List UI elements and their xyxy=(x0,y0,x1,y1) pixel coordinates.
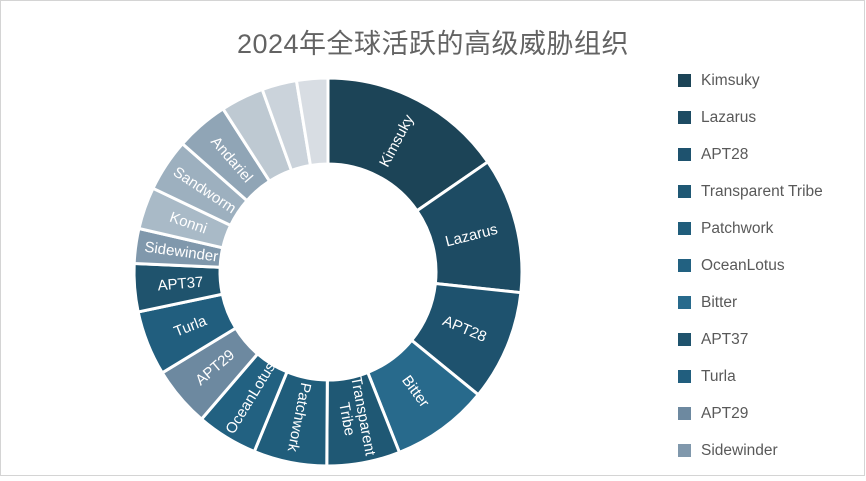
legend-item-apt29[interactable]: APT29 xyxy=(678,404,823,422)
legend-swatch-transparent-tribe xyxy=(678,185,691,198)
legend-label-lazarus: Lazarus xyxy=(701,108,757,126)
chart-legend: Kimsuky Lazarus APT28 Transparent Tribe Patc… xyxy=(678,71,823,481)
legend-item-transparent-tribe[interactable]: Transparent Tribe xyxy=(678,182,823,200)
legend-swatch-patchwork xyxy=(678,222,691,235)
legend-swatch-kimsuky xyxy=(678,74,691,87)
legend-item-apt37[interactable]: APT37 xyxy=(678,330,823,348)
legend-item-sidewinder[interactable]: Sidewinder xyxy=(678,441,823,459)
legend-item-kimsuky[interactable]: Kimsuky xyxy=(678,71,823,89)
legend-swatch-apt28 xyxy=(678,148,691,161)
legend-item-patchwork[interactable]: Patchwork xyxy=(678,219,823,237)
legend-swatch-turla xyxy=(678,370,691,383)
legend-label-sidewinder: Sidewinder xyxy=(701,441,778,459)
legend-item-bitter[interactable]: Bitter xyxy=(678,293,823,311)
slice-label-apt37: APT37 xyxy=(157,274,204,295)
chart-title: 2024年全球活跃的高级威胁组织 xyxy=(236,29,630,59)
donut-slice-unlabeled-17[interactable] xyxy=(294,76,330,168)
legend-label-transparent-tribe: Transparent Tribe xyxy=(701,182,823,200)
legend-swatch-lazarus xyxy=(678,111,691,124)
legend-label-apt28: APT28 xyxy=(701,145,749,163)
legend-item-turla[interactable]: Turla xyxy=(678,367,823,385)
legend-label-oceanlotus: OceanLotus xyxy=(701,256,785,274)
legend-swatch-oceanlotus xyxy=(678,259,691,272)
legend-label-apt29: APT29 xyxy=(701,404,749,422)
legend-label-kimsuky: Kimsuky xyxy=(701,71,760,89)
legend-label-apt37: APT37 xyxy=(701,330,749,348)
legend-swatch-apt29 xyxy=(678,407,691,420)
legend-swatch-sidewinder xyxy=(678,444,691,457)
legend-swatch-bitter xyxy=(678,296,691,309)
legend-label-turla: Turla xyxy=(701,367,736,385)
legend-item-apt28[interactable]: APT28 xyxy=(678,145,823,163)
legend-swatch-apt37 xyxy=(678,333,691,346)
legend-item-lazarus[interactable]: Lazarus xyxy=(678,108,823,126)
legend-label-patchwork: Patchwork xyxy=(701,219,774,237)
legend-label-bitter: Bitter xyxy=(701,293,738,311)
legend-item-oceanlotus[interactable]: OceanLotus xyxy=(678,256,823,274)
